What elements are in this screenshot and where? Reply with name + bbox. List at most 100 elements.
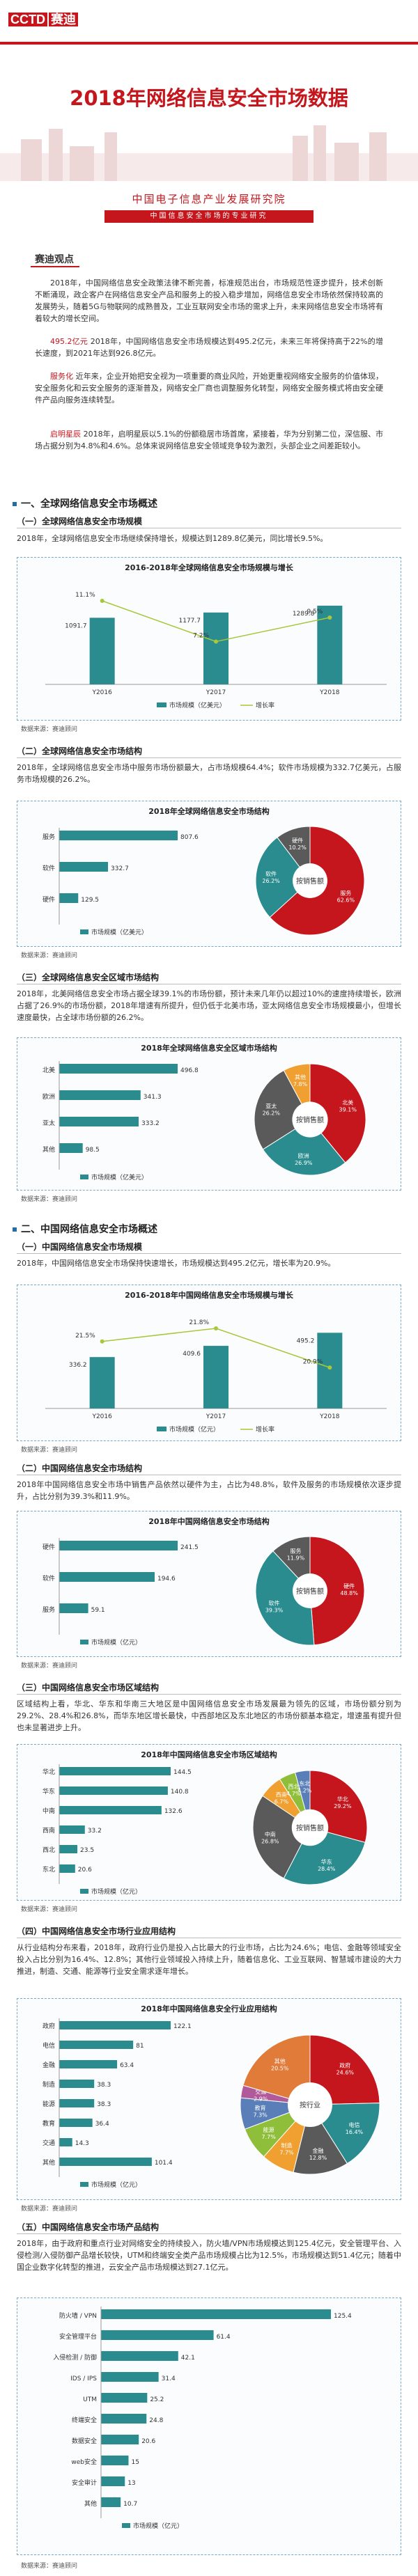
subsection-title: （一）中国网络信息安全市场规模 bbox=[17, 1242, 143, 1252]
data-label: 132.6 bbox=[164, 1808, 183, 1815]
data-label: 341.3 bbox=[144, 1094, 162, 1101]
section-text: 2018年，全球网络信息安全市场继续保持增长，规模达到1289.8亿美元，同比增… bbox=[17, 534, 328, 543]
slice-label: 教育 bbox=[255, 2104, 266, 2111]
slice-label: 电信 bbox=[348, 2121, 359, 2128]
slice-label: 中南 bbox=[265, 1831, 276, 1838]
source-note: 数据来源：赛迪顾问 bbox=[21, 1663, 78, 1670]
pie-center bbox=[293, 863, 327, 898]
category-label: UTM bbox=[83, 2396, 97, 2403]
growth-label: 21.5% bbox=[75, 1333, 95, 1340]
slice-value: 6.7% bbox=[274, 1799, 289, 1805]
divider bbox=[17, 1694, 401, 1695]
section-text: 2018年，由于政府和重点行业对网络安全的持续投入，防火墙/VPN市场规模达到1… bbox=[17, 2239, 401, 2272]
category-label: 金融 bbox=[42, 2061, 55, 2069]
tick-label: Y2017 bbox=[206, 1413, 226, 1420]
subsection-title: （二）中国网络信息安全市场结构 bbox=[17, 1463, 143, 1473]
bar bbox=[59, 2041, 134, 2049]
bar bbox=[101, 2414, 147, 2424]
tick-label: Y2018 bbox=[319, 1413, 340, 1420]
slice-label: 交通 bbox=[255, 2088, 266, 2095]
category-label: 能源 bbox=[42, 2100, 55, 2108]
chart-global-structure: 2018年全球网络信息安全市场结构 服务 807.6 软件 332.7 硬件 129.5 市… bbox=[17, 801, 401, 947]
slice-label: 硬件 bbox=[292, 837, 303, 844]
data-label: 23.5 bbox=[80, 1847, 94, 1854]
divider bbox=[17, 1253, 401, 1254]
slice-value: 26.2% bbox=[262, 878, 280, 884]
category-label: IDS / IPS bbox=[70, 2375, 97, 2382]
bar bbox=[59, 2021, 171, 2029]
category-label: 软件 bbox=[42, 864, 55, 872]
category-label: 中南 bbox=[42, 1807, 55, 1815]
slice-value: 7.7% bbox=[262, 2134, 277, 2140]
chart-global-size: 2016-2018年全球网络信息安全市场规模与增长 1091.7 Y2016 117… bbox=[17, 557, 401, 721]
growth-label: 11.1% bbox=[75, 592, 95, 599]
source-note: 数据来源：赛迪顾问 bbox=[21, 1447, 78, 1454]
skyline-decoration bbox=[0, 125, 418, 181]
legend-swatch bbox=[80, 929, 88, 934]
source-note: 数据来源：赛迪顾问 bbox=[21, 726, 78, 733]
legend-swatch bbox=[122, 2523, 130, 2528]
divider bbox=[17, 757, 401, 758]
slice-label: 服务 bbox=[340, 890, 351, 897]
pie-center bbox=[293, 1573, 327, 1608]
slice-value: 39.1% bbox=[339, 1107, 357, 1113]
slice-value: 10.2% bbox=[288, 845, 307, 851]
data-label: 10.7 bbox=[123, 2501, 137, 2508]
pie-slice bbox=[309, 2034, 380, 2105]
bar bbox=[101, 2456, 129, 2465]
slice-value: 62.6% bbox=[337, 897, 355, 904]
bar bbox=[203, 612, 229, 684]
legend-label: 市场规模（亿元） bbox=[91, 1887, 141, 1896]
source-note: 数据来源：赛迪顾问 bbox=[21, 2206, 78, 2213]
summary-underline bbox=[31, 266, 79, 267]
bar bbox=[101, 2351, 178, 2361]
bar bbox=[101, 2435, 139, 2444]
bar bbox=[101, 2309, 331, 2319]
category-label: web安全 bbox=[71, 2458, 97, 2466]
slice-value: 12.8% bbox=[309, 2155, 327, 2161]
slice-value: 7.3% bbox=[253, 2112, 268, 2118]
institute-subtitle: 中国信息安全市场的专业研究 bbox=[104, 210, 314, 223]
bar bbox=[59, 2099, 95, 2107]
category-label: 华北 bbox=[42, 1768, 55, 1776]
data-label: 1289.8 bbox=[293, 611, 315, 618]
chart-cn-region: 2018年中国网络信息安全市场区域结构 华北 144.5 华东 140.8 中南 132.… bbox=[17, 1744, 401, 1901]
data-label: 25.2 bbox=[150, 2396, 164, 2403]
source-note: 数据来源：赛迪顾问 bbox=[21, 1196, 78, 1203]
tick-label: Y2016 bbox=[91, 689, 112, 696]
slice-value: 4.7% bbox=[286, 1791, 301, 1797]
category-label: 制造 bbox=[42, 2080, 55, 2089]
category-label: 防火墙 / VPN bbox=[59, 2311, 97, 2320]
pie-center bbox=[291, 1809, 329, 1846]
slice-label: 能源 bbox=[263, 2126, 274, 2133]
slice-value: 26.2% bbox=[263, 1110, 281, 1116]
bar bbox=[101, 2372, 159, 2382]
chart-cn-size-svg: 336.2 Y2016 409.6 Y2017 495.2 Y2018 21.5% 21.8%… bbox=[45, 1319, 387, 1434]
pie-center-label: 按行业 bbox=[300, 2100, 320, 2110]
category-label: 终端安全 bbox=[72, 2416, 97, 2424]
tick-label: Y2016 bbox=[91, 1413, 112, 1420]
growth-point bbox=[327, 1365, 332, 1370]
category-label: 硬件 bbox=[42, 1543, 55, 1551]
data-label: 81 bbox=[136, 2043, 144, 2050]
source-note: 数据来源：赛迪顾问 bbox=[21, 952, 78, 959]
slice-value: 28.4% bbox=[318, 1866, 336, 1872]
data-label: 15 bbox=[131, 2459, 139, 2466]
chart-global-region: 2018年全球网络信息安全区域市场结构 北美 496.8 欧洲 341.3 亚太 333.… bbox=[17, 1037, 401, 1191]
chart-cn-structure: 2018年中国网络信息安全市场结构 硬件 241.5 软件 194.6 服务 59.1 市场… bbox=[17, 1511, 401, 1657]
slice-value: 26.9% bbox=[295, 1160, 313, 1166]
growth-point bbox=[100, 599, 104, 603]
category-label: 服务 bbox=[42, 1605, 55, 1614]
growth-point bbox=[214, 1326, 218, 1330]
bar bbox=[59, 2138, 72, 2146]
legend-label: 市场规模（亿美元） bbox=[91, 928, 148, 936]
section-text: 2018年，中国网络信息安全市场保持快速增长，市场规模达到495.2亿元，增长率… bbox=[17, 1259, 336, 1268]
slice-value: 7.8% bbox=[293, 1081, 308, 1087]
pie-center-label: 按销售额 bbox=[296, 1823, 324, 1832]
data-label: 807.6 bbox=[180, 834, 199, 841]
bar bbox=[59, 1845, 78, 1853]
category-label: 硬件 bbox=[42, 895, 55, 904]
data-label: 38.3 bbox=[97, 2101, 111, 2108]
slice-value: 39.3% bbox=[265, 1607, 284, 1613]
bar bbox=[59, 1541, 178, 1550]
